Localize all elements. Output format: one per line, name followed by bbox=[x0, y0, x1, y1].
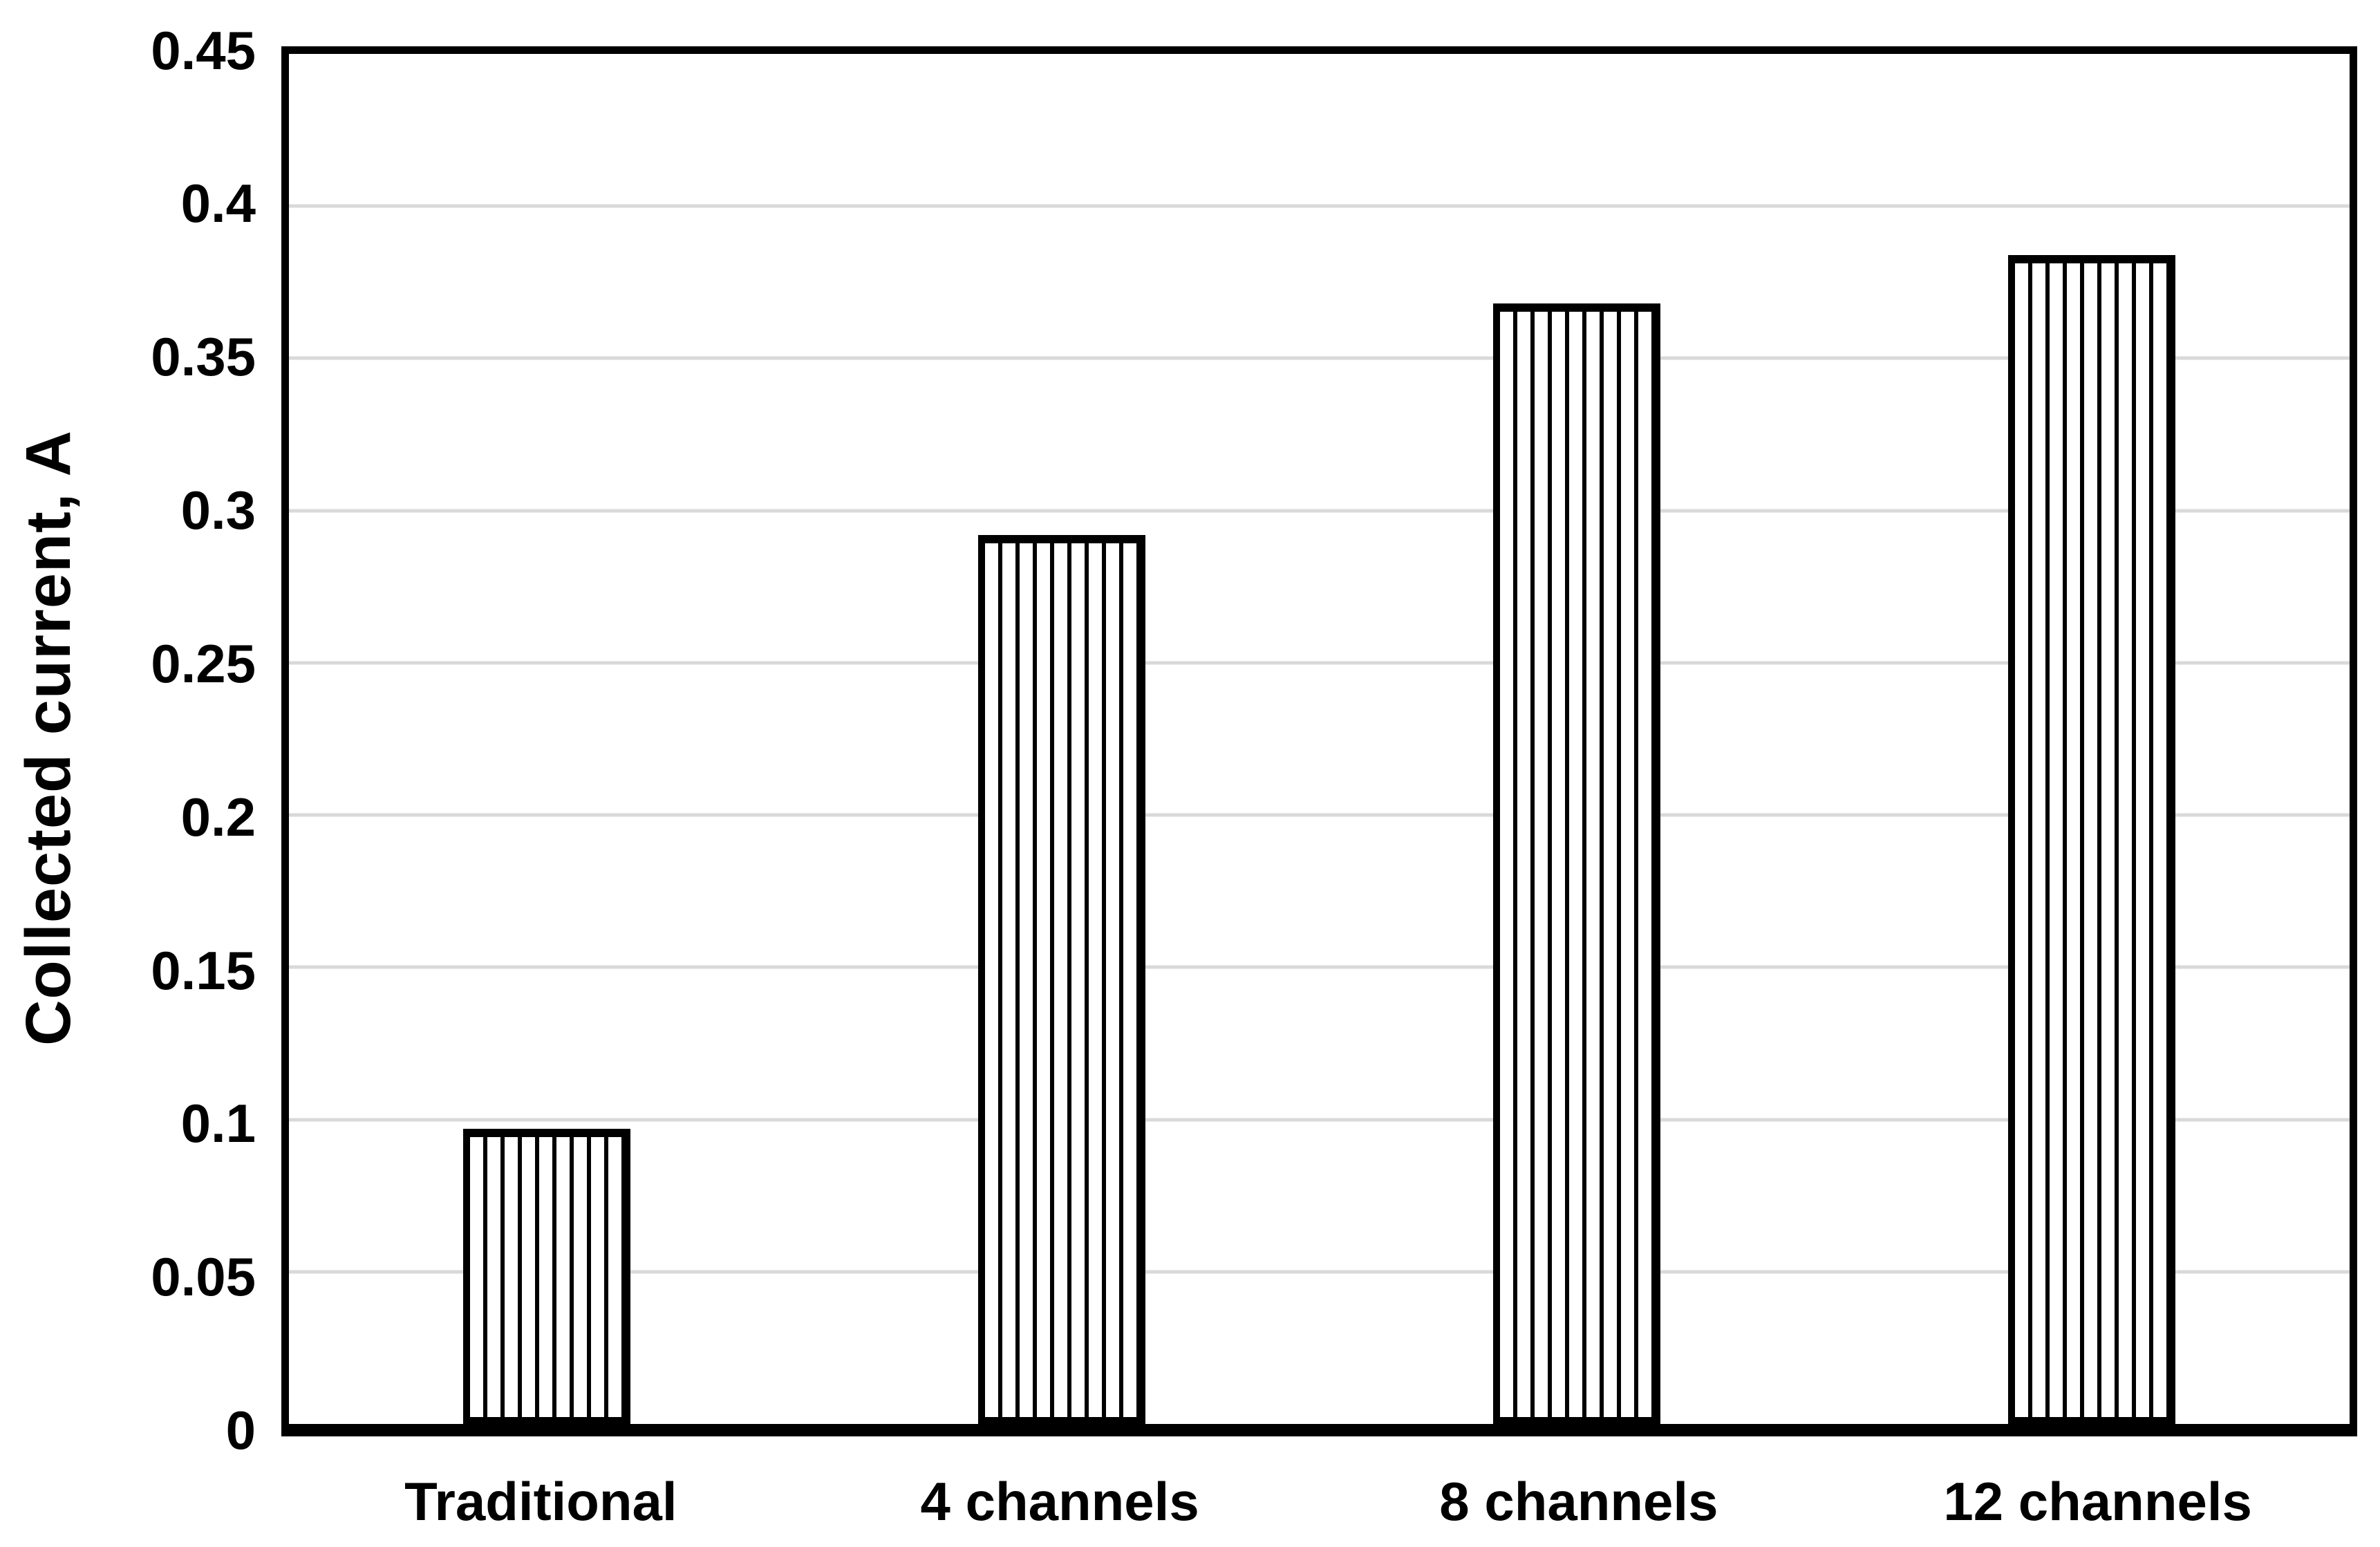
gridline-y-0.05 bbox=[289, 1270, 2350, 1274]
bar-Traditional bbox=[462, 1129, 630, 1424]
bars-layer bbox=[289, 54, 2350, 1424]
gridline-y-0.2 bbox=[289, 813, 2350, 817]
bar-8 channels bbox=[1493, 303, 1661, 1424]
y-tick-label-0.1: 0.1 bbox=[180, 1093, 256, 1154]
plot-area bbox=[281, 46, 2357, 1436]
bar-slot-12 channels bbox=[1835, 54, 2350, 1424]
bar-4 channels bbox=[977, 535, 1145, 1424]
y-tick-label-0.45: 0.45 bbox=[151, 20, 256, 81]
y-tick-label-0.2: 0.2 bbox=[180, 787, 256, 847]
y-tick-label-0.25: 0.25 bbox=[151, 633, 256, 694]
x-axis-labels: Traditional 4 channels 8 channels 12 channe… bbox=[281, 1467, 2357, 1536]
bar-slot-8 channels bbox=[1320, 54, 1835, 1424]
x-label-4 channels: 4 channels bbox=[920, 1471, 1199, 1532]
x-label-8 channels: 8 channels bbox=[1439, 1471, 1718, 1532]
y-tick-label-0.05: 0.05 bbox=[151, 1246, 256, 1307]
gridline-y-0.35 bbox=[289, 356, 2350, 360]
bar-slot-Traditional bbox=[289, 54, 804, 1424]
gridline-y-0.25 bbox=[289, 661, 2350, 665]
gridline-y-0.3 bbox=[289, 509, 2350, 513]
y-tick-label-0.15: 0.15 bbox=[151, 940, 256, 1001]
y-tick-label-0.3: 0.3 bbox=[180, 480, 256, 541]
gridline-y-0.1 bbox=[289, 1118, 2350, 1122]
gridlines-layer bbox=[289, 54, 2350, 1424]
y-tick-label-0.4: 0.4 bbox=[180, 173, 256, 234]
y-tick-label-0: 0 bbox=[225, 1400, 256, 1461]
y-axis-tick-labels: 0 0.05 0.1 0.15 0.2 0.25 0.3 0.35 0.4 0.45 bbox=[0, 0, 256, 1547]
y-tick-label-0.35: 0.35 bbox=[151, 326, 256, 387]
bar-slot-4 channels bbox=[804, 54, 1319, 1424]
gridline-y-0.4 bbox=[289, 204, 2350, 208]
bar-12 channels bbox=[2008, 255, 2176, 1424]
gridline-y-0.15 bbox=[289, 965, 2350, 969]
x-label-12 channels: 12 channels bbox=[1943, 1471, 2252, 1532]
x-label-Traditional: Traditional bbox=[404, 1471, 677, 1532]
